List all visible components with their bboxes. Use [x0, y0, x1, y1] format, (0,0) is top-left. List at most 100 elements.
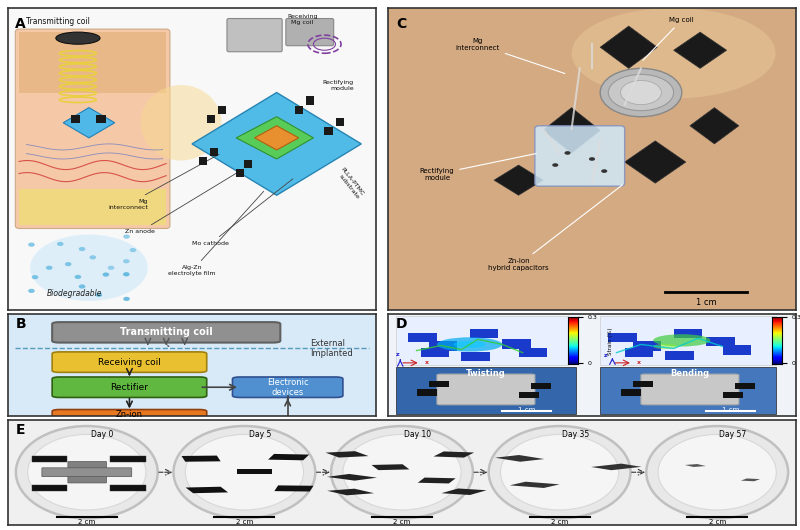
Text: 2 cm: 2 cm: [709, 519, 726, 525]
Bar: [495, 455, 544, 462]
Text: Implanted: Implanted: [310, 349, 353, 358]
Ellipse shape: [437, 337, 502, 351]
Text: Transmitting coil: Transmitting coil: [120, 328, 213, 338]
Ellipse shape: [501, 435, 618, 510]
Bar: [306, 96, 314, 104]
Ellipse shape: [608, 74, 674, 111]
FancyBboxPatch shape: [19, 32, 166, 93]
Text: Day 10: Day 10: [404, 430, 431, 439]
Text: Zn-ion
hybrid capacitors: Zn-ion hybrid capacitors: [93, 410, 166, 429]
Text: Mg
interconnect: Mg interconnect: [108, 154, 219, 210]
Text: Transmitting coil: Transmitting coil: [26, 17, 90, 26]
Bar: [408, 333, 437, 342]
Text: Electronic
devices: Electronic devices: [267, 377, 309, 397]
Bar: [210, 148, 218, 156]
Ellipse shape: [108, 266, 114, 270]
Text: z: z: [396, 352, 400, 357]
Text: B: B: [15, 316, 26, 331]
FancyBboxPatch shape: [233, 377, 343, 398]
Bar: [70, 115, 80, 123]
Bar: [674, 329, 702, 338]
Bar: [722, 346, 751, 355]
FancyBboxPatch shape: [19, 189, 166, 225]
Text: Twisting: Twisting: [466, 369, 506, 378]
Bar: [218, 105, 226, 113]
Bar: [237, 469, 272, 474]
Text: Rectifying
module: Rectifying module: [322, 81, 354, 91]
Bar: [462, 351, 490, 361]
Bar: [327, 489, 374, 496]
Bar: [666, 350, 694, 360]
Ellipse shape: [57, 242, 63, 246]
Ellipse shape: [90, 255, 96, 260]
Bar: [502, 339, 531, 349]
Ellipse shape: [123, 259, 130, 263]
Ellipse shape: [102, 272, 109, 277]
FancyBboxPatch shape: [437, 374, 535, 405]
Polygon shape: [690, 108, 739, 144]
Bar: [591, 464, 642, 470]
Bar: [110, 456, 146, 462]
Ellipse shape: [123, 234, 130, 238]
Text: Rectifying
module: Rectifying module: [420, 154, 536, 181]
Bar: [722, 392, 743, 398]
FancyBboxPatch shape: [388, 8, 796, 310]
Bar: [621, 390, 641, 395]
Text: Zn anode: Zn anode: [126, 173, 238, 234]
Ellipse shape: [489, 426, 630, 518]
Bar: [274, 485, 314, 491]
Text: Biodegradable: Biodegradable: [46, 289, 102, 298]
Bar: [335, 118, 344, 126]
Text: Day 0: Day 0: [91, 430, 114, 439]
Bar: [685, 464, 706, 467]
Text: A: A: [15, 17, 26, 31]
Text: Mg
interconnect: Mg interconnect: [456, 38, 565, 74]
Bar: [268, 454, 309, 460]
Bar: [429, 381, 450, 387]
Ellipse shape: [589, 157, 595, 161]
Ellipse shape: [600, 68, 682, 117]
Bar: [110, 485, 146, 491]
Ellipse shape: [28, 289, 34, 293]
Bar: [418, 478, 456, 483]
Text: 1 cm: 1 cm: [722, 407, 739, 413]
FancyBboxPatch shape: [396, 367, 576, 414]
Text: Bending: Bending: [670, 369, 710, 378]
Bar: [206, 114, 215, 123]
Ellipse shape: [65, 262, 71, 266]
Text: D: D: [396, 317, 408, 331]
Polygon shape: [600, 26, 658, 68]
Polygon shape: [63, 108, 114, 138]
Ellipse shape: [454, 341, 486, 348]
Ellipse shape: [571, 8, 775, 99]
Ellipse shape: [96, 293, 102, 297]
Bar: [510, 482, 560, 488]
Bar: [186, 487, 228, 493]
Bar: [531, 383, 551, 390]
Ellipse shape: [658, 435, 776, 510]
Text: External: External: [310, 339, 345, 348]
Ellipse shape: [343, 435, 461, 510]
FancyBboxPatch shape: [52, 352, 206, 373]
FancyBboxPatch shape: [15, 29, 170, 228]
Bar: [470, 329, 498, 338]
FancyBboxPatch shape: [68, 462, 106, 483]
Text: E: E: [16, 423, 26, 437]
Ellipse shape: [174, 426, 315, 518]
Ellipse shape: [646, 426, 788, 518]
Bar: [327, 474, 377, 481]
FancyBboxPatch shape: [52, 410, 206, 430]
Bar: [434, 452, 474, 457]
Bar: [32, 485, 67, 491]
Bar: [741, 479, 760, 481]
Bar: [625, 348, 653, 357]
FancyBboxPatch shape: [600, 367, 775, 414]
FancyBboxPatch shape: [286, 19, 334, 46]
Ellipse shape: [601, 169, 607, 173]
Polygon shape: [494, 165, 543, 195]
FancyBboxPatch shape: [396, 316, 567, 365]
Bar: [633, 341, 662, 350]
Bar: [518, 392, 539, 398]
Bar: [421, 348, 450, 357]
Bar: [633, 381, 653, 387]
